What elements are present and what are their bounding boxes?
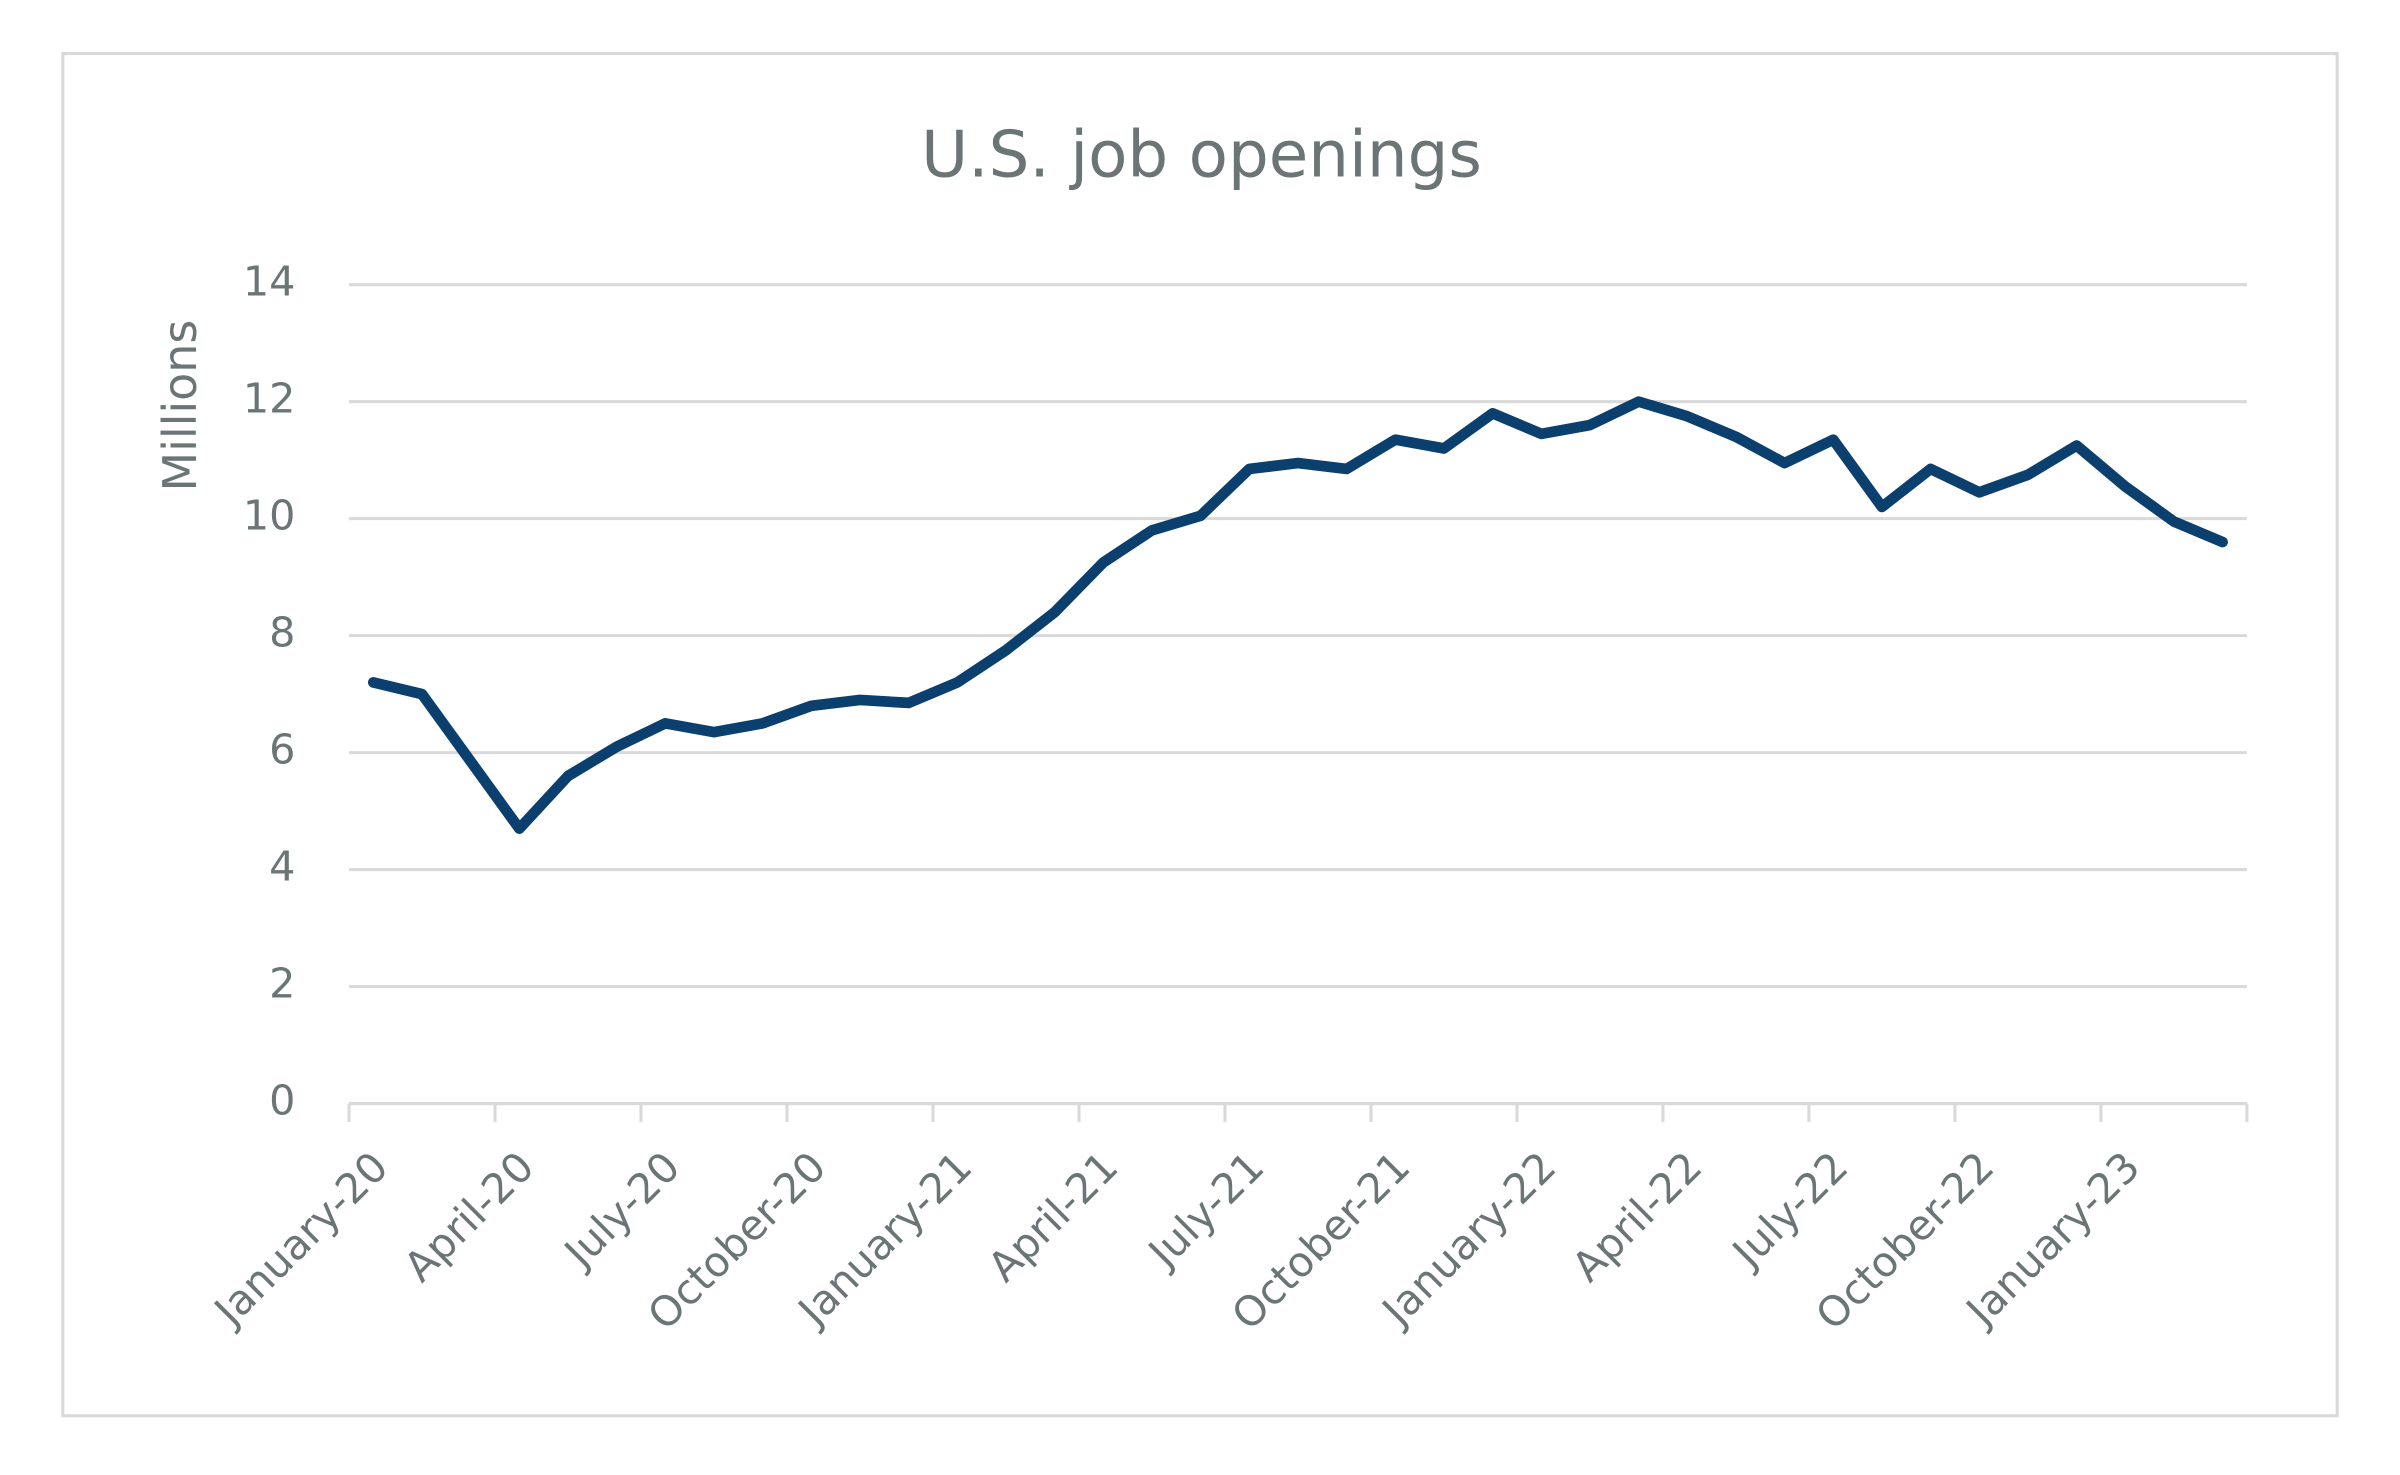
- chart-frame: [61, 52, 2339, 1418]
- y-axis-title: Millions: [153, 320, 207, 492]
- chart-title: U.S. job openings: [921, 118, 1482, 193]
- y-tick-label: 4: [269, 843, 295, 891]
- y-tick-label: 8: [269, 609, 295, 657]
- data-line: [367, 396, 2228, 834]
- y-tick-label: 12: [243, 375, 296, 423]
- y-tick-label: 14: [243, 258, 296, 306]
- y-tick-label: 6: [269, 726, 295, 774]
- y-tick-label: 10: [243, 492, 296, 540]
- y-tick-label: 2: [269, 960, 295, 1008]
- y-tick-label: 0: [269, 1077, 295, 1125]
